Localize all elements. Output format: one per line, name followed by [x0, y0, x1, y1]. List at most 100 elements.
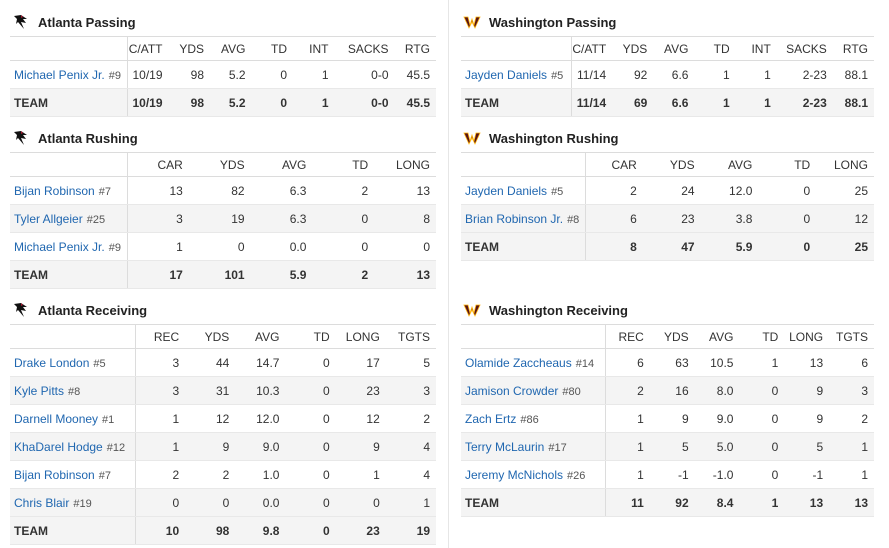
- col-header-player: [10, 152, 128, 177]
- team-row: TEAM 8 47 5.9 0 25: [461, 232, 874, 261]
- section-title: Atlanta Receiving: [38, 302, 148, 318]
- team-stat: 13: [374, 260, 436, 289]
- player-link[interactable]: KhaDarel Hodge: [14, 439, 103, 454]
- stat-cell: 45.5: [394, 60, 436, 89]
- stat-cell: 9.0: [235, 432, 286, 461]
- player-link[interactable]: Jeremy McNichols: [465, 467, 564, 482]
- stat-cell: 24: [642, 176, 701, 205]
- stat-cell: 4: [385, 432, 436, 461]
- team-stat: 5.2: [210, 88, 252, 117]
- team-stat: 0-0: [334, 88, 395, 117]
- team-row: TEAM 11/14 69 6.6 1 1 2-23 88.1: [461, 88, 874, 117]
- section-title: Washington Rushing: [489, 130, 619, 146]
- stat-cell: 5: [649, 432, 695, 461]
- player-link[interactable]: Brian Robinson Jr.: [465, 211, 564, 226]
- stat-cell: 63: [649, 348, 695, 377]
- player-link[interactable]: Olamide Zaccheaus: [465, 355, 572, 370]
- stat-cell: 0: [335, 488, 386, 517]
- stat-cell: 0: [188, 232, 251, 261]
- jersey-number: #5: [551, 185, 564, 198]
- table-row: Kyle Pitts #8 3 31 10.3 0 23 3: [10, 376, 436, 405]
- commanders-logo-icon: [463, 13, 481, 31]
- stat-cell: 6: [829, 348, 874, 377]
- falcons-logo-icon: [12, 301, 30, 319]
- jersey-number: #26: [567, 469, 586, 482]
- table-row: Chris Blair #19 0 0 0.0 0 0 1: [10, 488, 436, 517]
- col-header: YDS: [642, 152, 701, 177]
- player-cell: Jamison Crowder #80: [461, 376, 606, 405]
- jersey-number: #7: [98, 469, 111, 482]
- col-header: YDS: [612, 36, 654, 61]
- table-row: Terry McLaurin #17 1 5 5.0 0 5 1: [461, 432, 874, 461]
- col-header: TD: [312, 152, 375, 177]
- team-stat: 1: [694, 88, 736, 117]
- stat-cell: 16: [649, 376, 695, 405]
- player-link[interactable]: Chris Blair: [14, 495, 70, 510]
- stat-cell: 0: [285, 348, 336, 377]
- team-stat: 47: [642, 232, 701, 261]
- stat-cell: 44: [185, 348, 236, 377]
- col-header: TD: [251, 36, 293, 61]
- stat-cell: 3: [385, 376, 436, 405]
- washington-rushing-section: Washington Rushing CAR YDS AVG TD LONG J…: [461, 124, 874, 261]
- col-header: LONG: [784, 324, 830, 349]
- player-cell: Tyler Allgeier #25: [10, 204, 128, 233]
- player-link[interactable]: Terry McLaurin: [465, 439, 545, 454]
- col-header: YDS: [649, 324, 695, 349]
- player-link[interactable]: Drake London: [14, 355, 90, 370]
- col-header: AVG: [210, 36, 252, 61]
- player-link[interactable]: Darnell Mooney: [14, 411, 99, 426]
- stat-cell: 0: [758, 176, 817, 205]
- stat-cell: 9: [335, 432, 386, 461]
- team-row: TEAM 10/19 98 5.2 0 1 0-0 45.5: [10, 88, 436, 117]
- stat-cell: 0: [312, 204, 375, 233]
- stat-cell: 17: [335, 348, 386, 377]
- table-row: Jeremy McNichols #26 1 -1 -1.0 0 -1 1: [461, 460, 874, 489]
- stat-cell: 2: [385, 404, 436, 433]
- jersey-number: #14: [575, 357, 595, 370]
- table-row: Jamison Crowder #80 2 16 8.0 0 9 3: [461, 376, 874, 405]
- stat-cell: 9.0: [694, 404, 740, 433]
- team-stat: 0: [285, 516, 336, 545]
- stat-cell: 0: [739, 376, 785, 405]
- player-cell: Michael Penix Jr. #9: [10, 60, 128, 89]
- stat-cell: 1: [735, 60, 777, 89]
- player-link[interactable]: Bijan Robinson: [14, 467, 95, 482]
- table-row: Olamide Zaccheaus #14 6 63 10.5 1 13 6: [461, 348, 874, 377]
- player-link[interactable]: Michael Penix Jr.: [14, 239, 105, 254]
- team-stat: 8: [585, 232, 643, 261]
- col-header: C/ATT: [571, 36, 613, 61]
- stat-cell: 1: [605, 460, 650, 489]
- stat-cell: 3: [135, 376, 186, 405]
- player-link[interactable]: Michael Penix Jr.: [14, 67, 105, 82]
- player-link[interactable]: Kyle Pitts: [14, 383, 65, 398]
- team-label: TEAM: [10, 260, 128, 289]
- stat-cell: 0: [185, 488, 236, 517]
- section-header: Atlanta Receiving: [10, 296, 436, 324]
- stat-cell: 2-23: [776, 60, 833, 89]
- team-stat: 88.1: [832, 88, 874, 117]
- table-row: Brian Robinson Jr. #8 6 23 3.8 0 12: [461, 204, 874, 233]
- team-stat: 1: [293, 88, 335, 117]
- team-stat: 13: [784, 488, 830, 517]
- stat-cell: 92: [612, 60, 654, 89]
- player-cell: Jayden Daniels #5: [461, 60, 572, 89]
- stat-cell: 19: [188, 204, 251, 233]
- col-header-player: [461, 36, 572, 61]
- jersey-number: #19: [73, 497, 92, 510]
- player-link[interactable]: Bijan Robinson: [14, 183, 95, 198]
- stat-cell: 9: [784, 376, 830, 405]
- falcons-logo-icon: [12, 13, 30, 31]
- stat-cell: 10.5: [694, 348, 740, 377]
- stat-cell: 1: [385, 488, 436, 517]
- stat-cell: 1: [293, 60, 335, 89]
- player-link[interactable]: Jamison Crowder: [465, 383, 559, 398]
- player-link[interactable]: Jayden Daniels: [465, 183, 548, 198]
- team-stat: 0: [251, 88, 293, 117]
- team-row: TEAM 10 98 9.8 0 23 19: [10, 516, 436, 545]
- player-link[interactable]: Jayden Daniels: [465, 67, 548, 82]
- player-link[interactable]: Tyler Allgeier: [14, 211, 83, 226]
- team-stat: 1: [735, 88, 777, 117]
- player-link[interactable]: Zach Ertz: [465, 411, 517, 426]
- team-stat: 19: [385, 516, 436, 545]
